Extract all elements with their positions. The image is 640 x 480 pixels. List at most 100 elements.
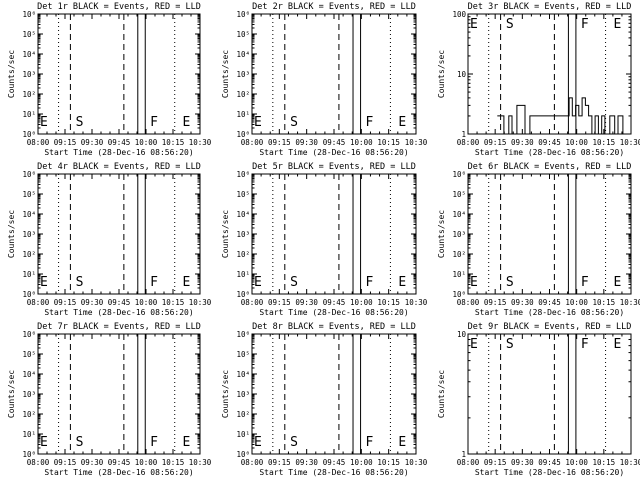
x-tick-label: 10:00 <box>135 458 158 467</box>
x-tick-label: 10:30 <box>405 138 428 147</box>
x-tick-label: 10:00 <box>135 298 158 307</box>
time-marker-letter: S <box>506 337 514 352</box>
x-tick-label: 09:15 <box>484 298 507 307</box>
x-tick-label: 09:30 <box>81 138 104 147</box>
y-tick-label: 10⁴ <box>22 210 36 219</box>
plot-frame <box>467 173 632 295</box>
detector-panel: Det 5r BLACK = Events, RED = LLD 10⁰ 10¹ 10… <box>221 162 428 317</box>
time-marker-letter: F <box>366 435 374 450</box>
time-marker-letter: E <box>470 337 478 352</box>
x-axis-label: Start Time (28-Dec-16 08:56:20) <box>475 148 624 157</box>
x-tick-label: 09:30 <box>511 298 534 307</box>
y-tick-label: 10² <box>22 410 36 419</box>
time-marker-letter: E <box>254 115 262 130</box>
y-axis-label: Counts/sec <box>221 210 230 258</box>
y-tick-label: 10⁴ <box>236 370 250 379</box>
time-marker-letter: F <box>366 275 374 290</box>
y-tick-label: 10² <box>236 90 250 99</box>
y-tick-label: 10⁶ <box>236 10 250 19</box>
time-marker-letter: E <box>398 275 406 290</box>
panel-title: Det 1r BLACK = Events, RED = LLD <box>37 2 201 12</box>
plot-frame <box>37 13 201 135</box>
x-tick-label: 10:30 <box>189 138 212 147</box>
y-tick-label: 10¹ <box>236 270 250 279</box>
y-tick-label: 10³ <box>452 230 466 239</box>
time-marker-letter: E <box>613 275 621 290</box>
time-marker-letter: F <box>581 275 589 290</box>
events-series-line <box>497 97 628 135</box>
x-tick-label: 10:15 <box>593 458 616 467</box>
panel-title: Det 6r BLACK = Events, RED = LLD <box>468 162 632 172</box>
time-marker-letter: E <box>398 115 406 130</box>
panel-title: Det 2r BLACK = Events, RED = LLD <box>252 2 416 12</box>
x-tick-label: 10:00 <box>350 138 373 147</box>
x-tick-label: 08:00 <box>457 458 480 467</box>
x-tick-label: 09:45 <box>323 298 346 307</box>
plot-frame <box>251 333 417 455</box>
y-tick-label: 10² <box>236 410 250 419</box>
y-tick-label: 10³ <box>236 230 250 239</box>
x-axis-label: Start Time (28-Dec-16 08:56:20) <box>44 148 193 157</box>
y-tick-label: 10⁵ <box>22 30 36 39</box>
y-tick-label: 10¹ <box>22 270 36 279</box>
time-marker-letter: F <box>581 17 589 32</box>
x-tick-label: 10:00 <box>135 138 158 147</box>
panel-title: Det 4r BLACK = Events, RED = LLD <box>37 162 201 172</box>
y-tick-label: 10⁴ <box>452 210 466 219</box>
y-tick-label: 10¹ <box>452 270 466 279</box>
time-marker-letter: F <box>366 115 374 130</box>
detector-panel: Det 2r BLACK = Events, RED = LLD 10⁰ 10¹ 10… <box>221 2 428 157</box>
x-tick-label: 08:00 <box>241 458 264 467</box>
y-axis-label: Counts/sec <box>7 210 16 258</box>
x-tick-label: 10:15 <box>377 298 400 307</box>
y-tick-label: 10⁰ <box>22 450 36 459</box>
time-marker-letter: E <box>398 435 406 450</box>
panel-title: Det 7r BLACK = Events, RED = LLD <box>37 322 201 332</box>
y-tick-label: 10⁵ <box>236 350 250 359</box>
y-tick-label: 10⁵ <box>22 350 36 359</box>
plot-frame <box>37 333 201 455</box>
x-axis-label: Start Time (28-Dec-16 08:56:20) <box>259 148 408 157</box>
x-tick-label: 09:30 <box>295 138 318 147</box>
x-tick-label: 10:15 <box>162 138 185 147</box>
x-tick-label: 08:00 <box>241 138 264 147</box>
x-tick-label: 09:30 <box>511 138 534 147</box>
y-tick-label: 10⁴ <box>236 50 250 59</box>
y-tick-label: 1 <box>461 450 466 459</box>
time-marker-letter: E <box>470 275 478 290</box>
time-marker-letter: F <box>150 275 158 290</box>
x-tick-label: 09:15 <box>268 458 291 467</box>
y-tick-label: 10⁴ <box>22 50 36 59</box>
time-marker-letter: E <box>183 275 191 290</box>
x-tick-label: 08:00 <box>457 298 480 307</box>
time-marker-letter: S <box>290 435 298 450</box>
y-tick-label: 10⁴ <box>22 370 36 379</box>
x-tick-label: 10:15 <box>162 458 185 467</box>
x-tick-label: 10:30 <box>620 458 640 467</box>
time-marker-letter: F <box>581 337 589 352</box>
y-tick-label: 100 <box>452 10 466 19</box>
x-tick-label: 10:15 <box>377 458 400 467</box>
x-tick-label: 10:30 <box>405 458 428 467</box>
x-tick-label: 09:30 <box>295 298 318 307</box>
plot-frame <box>467 333 632 455</box>
y-tick-label: 10⁴ <box>236 210 250 219</box>
plot-frame <box>37 173 201 295</box>
x-tick-label: 09:15 <box>268 298 291 307</box>
time-marker-letter: E <box>613 337 621 352</box>
y-tick-label: 10⁰ <box>236 450 250 459</box>
x-tick-label: 09:15 <box>484 458 507 467</box>
x-axis-label: Start Time (28-Dec-16 08:56:20) <box>44 308 193 317</box>
x-tick-label: 10:30 <box>189 458 212 467</box>
y-tick-label: 10 <box>457 70 467 79</box>
detector-panel: Det 9r BLACK = Events, RED = LLD 1 10 08:00… <box>437 322 640 477</box>
y-axis-label: Counts/sec <box>221 50 230 98</box>
x-tick-label: 09:45 <box>538 298 561 307</box>
time-marker-letter: E <box>40 115 48 130</box>
y-tick-label: 10³ <box>22 390 36 399</box>
x-tick-label: 09:45 <box>108 298 131 307</box>
y-tick-label: 10¹ <box>236 110 250 119</box>
detector-panel: Det 1r BLACK = Events, RED = LLD 10⁰ 10¹ 10… <box>7 2 212 157</box>
y-tick-label: 10³ <box>236 390 250 399</box>
